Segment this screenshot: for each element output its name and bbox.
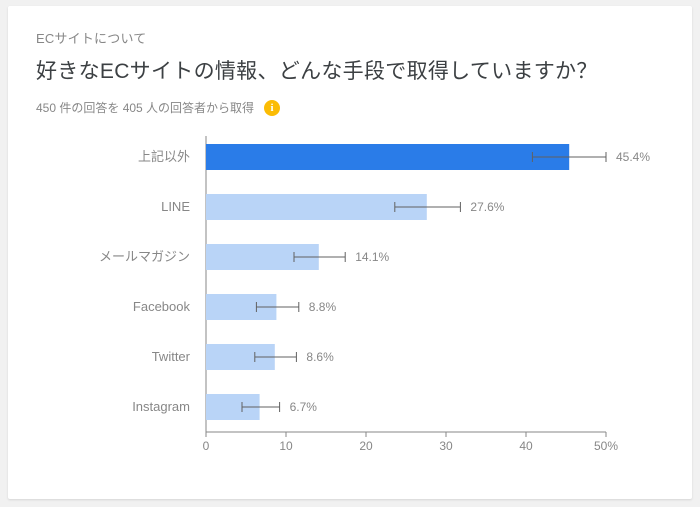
survey-category: ECサイトについて <box>36 28 664 47</box>
info-icon[interactable]: i <box>264 100 280 116</box>
bar-value-label: 8.6% <box>306 350 334 364</box>
x-tick-label: 10 <box>279 439 293 453</box>
bar-value-label: 8.8% <box>309 300 337 314</box>
chart-svg: 上記以外 45.4% LINE 27.6% メールマガジン 14.1% Facebook 8.… <box>36 132 664 467</box>
x-tick-label: 50% <box>594 439 618 453</box>
bar-category-label: Twitter <box>152 349 191 364</box>
subtitle-row: 450 件の回答を 405 人の回答者から取得 i <box>36 99 664 116</box>
x-tick-label: 30 <box>439 439 453 453</box>
x-tick-label: 40 <box>519 439 533 453</box>
bar-value-label: 6.7% <box>290 400 318 414</box>
bar <box>206 194 427 220</box>
bar-value-label: 27.6% <box>470 200 504 214</box>
bar-category-label: LINE <box>161 199 190 214</box>
survey-title: 好きなECサイトの情報、どんな手段で取得していますか？ <box>36 55 664 85</box>
bar-value-label: 45.4% <box>616 150 650 164</box>
bar-category-label: Facebook <box>133 299 191 314</box>
survey-card: ECサイトについて 好きなECサイトの情報、どんな手段で取得していますか？ 45… <box>8 6 692 499</box>
bar-value-label: 14.1% <box>355 250 389 264</box>
bar <box>206 144 569 170</box>
x-tick-label: 20 <box>359 439 373 453</box>
bar-category-label: メールマガジン <box>99 249 190 264</box>
x-tick-label: 0 <box>203 439 210 453</box>
bar-category-label: Instagram <box>132 399 190 414</box>
response-count: 450 件の回答を 405 人の回答者から取得 <box>36 99 254 116</box>
bar-chart: 上記以外 45.4% LINE 27.6% メールマガジン 14.1% Facebook 8.… <box>36 132 664 467</box>
bar-category-label: 上記以外 <box>138 149 190 164</box>
